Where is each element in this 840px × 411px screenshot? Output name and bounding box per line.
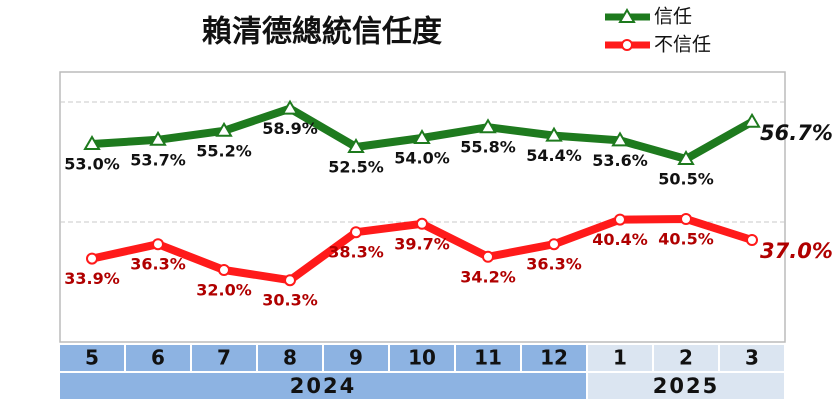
marker: [284, 274, 296, 287]
value-label: 54.0%: [394, 149, 450, 168]
marker: [347, 138, 365, 153]
marker: [611, 131, 629, 147]
marker: [281, 99, 299, 115]
category-cell: [258, 345, 322, 371]
x-tick-label: 3: [745, 346, 759, 370]
year-label: 2024: [290, 374, 356, 398]
x-tick-label: 2: [679, 346, 693, 370]
x-tick-label: 10: [408, 346, 436, 370]
value-label: 39.7%: [394, 234, 450, 253]
marker: [548, 238, 560, 251]
x-tick-label: 7: [217, 346, 231, 370]
x-tick-label: 1: [613, 346, 627, 370]
value-label: 36.3%: [526, 255, 582, 274]
value-label: 53.0%: [64, 155, 120, 174]
marker: [482, 250, 494, 263]
value-label: 56.7%: [760, 121, 833, 145]
value-label: 50.5%: [658, 170, 714, 189]
marker: [350, 226, 362, 239]
value-label: 30.3%: [262, 291, 318, 310]
marker: [618, 8, 636, 23]
value-label: 38.3%: [328, 243, 384, 262]
marker: [677, 150, 695, 165]
legend-label: 不信任: [654, 34, 711, 56]
marker: [614, 213, 626, 226]
marker: [149, 130, 167, 146]
marker: [416, 217, 428, 230]
marker: [86, 252, 98, 265]
year-cell: [588, 373, 784, 399]
category-cell: [60, 345, 124, 371]
marker: [743, 112, 761, 128]
marker: [545, 126, 563, 142]
category-cell: [654, 345, 718, 371]
value-label: 36.3%: [130, 255, 186, 274]
x-tick-label: 6: [151, 346, 165, 370]
x-tick-label: 11: [474, 346, 502, 370]
x-tick-label: 8: [283, 346, 297, 370]
category-cell: [588, 345, 652, 371]
value-label: 32.0%: [196, 281, 252, 300]
x-tick-label: 5: [85, 346, 99, 370]
marker: [621, 39, 633, 51]
value-label: 33.9%: [64, 269, 120, 288]
marker: [479, 118, 497, 134]
category-cell: [192, 345, 256, 371]
marker: [218, 264, 230, 276]
marker: [680, 213, 692, 225]
plot-area: [59, 71, 786, 343]
value-label: 34.2%: [460, 267, 516, 286]
value-label: 55.2%: [196, 141, 252, 160]
year-label: 2025: [653, 374, 719, 398]
marker: [215, 121, 233, 137]
marker: [746, 234, 758, 246]
marker: [413, 129, 431, 144]
legend-label: 信任: [654, 6, 692, 28]
x-tick-label: 9: [349, 346, 363, 370]
value-label: 53.6%: [592, 151, 648, 170]
year-cell: [60, 373, 586, 399]
value-label: 40.5%: [658, 230, 714, 249]
marker: [83, 135, 101, 150]
x-tick-label: 12: [540, 346, 568, 370]
category-cell: [390, 345, 454, 371]
value-label: 55.8%: [460, 138, 516, 157]
category-cell: [720, 345, 784, 371]
marker: [152, 238, 164, 251]
value-label: 37.0%: [760, 239, 833, 263]
value-label: 52.5%: [328, 158, 384, 177]
value-label: 54.4%: [526, 146, 582, 165]
category-cell: [456, 345, 520, 371]
value-label: 53.7%: [130, 150, 186, 169]
category-cell: [126, 345, 190, 371]
category-cell: [522, 345, 586, 371]
value-label: 40.4%: [592, 230, 648, 249]
value-label: 58.9%: [262, 119, 318, 138]
chart-title: 賴清德總統信任度: [202, 15, 442, 50]
category-cell: [324, 345, 388, 371]
